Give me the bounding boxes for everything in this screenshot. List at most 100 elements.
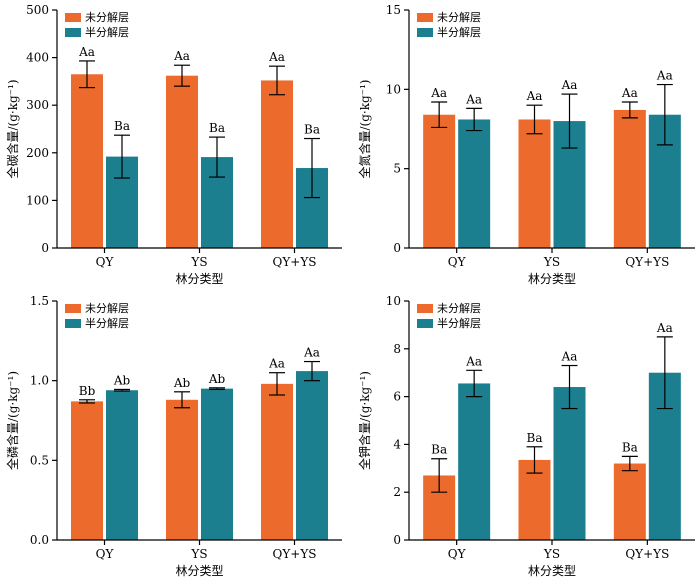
bar-undecomposed [518, 119, 551, 248]
significance-label: Bb [79, 384, 96, 398]
legend-swatch-semidecomposed [417, 319, 433, 328]
x-axis-title: 林分类型 [175, 272, 223, 286]
y-axis-title: 全钾含量/(g·kg⁻¹) [357, 371, 372, 470]
bar-semidecomposed [296, 371, 328, 540]
significance-label: Ba [527, 431, 543, 445]
x-tick-label: YS [543, 255, 560, 269]
x-tick-label: YS [543, 547, 560, 561]
bar-semidecomposed [553, 387, 586, 540]
legend-label: 未分解层 [85, 10, 129, 24]
bar-undecomposed [423, 114, 456, 248]
y-tick-label: 400 [26, 51, 49, 65]
legend-swatch-semidecomposed [65, 28, 81, 37]
bar-undecomposed [261, 383, 293, 540]
x-axis-title: 林分类型 [528, 272, 576, 286]
x-tick-label: QY [96, 547, 115, 561]
y-tick-label: 0.0 [30, 533, 49, 547]
bar-undecomposed [261, 80, 293, 248]
significance-label: Aa [526, 89, 543, 103]
y-tick-label: 500 [26, 3, 49, 17]
bar-semidecomposed [458, 383, 491, 540]
legend-label: 未分解层 [85, 301, 129, 315]
significance-label: Ba [304, 123, 320, 137]
legend-swatch-semidecomposed [417, 28, 433, 37]
significance-label: Aa [465, 92, 482, 106]
significance-label: Aa [268, 357, 285, 371]
significance-label: Aa [656, 321, 673, 335]
y-axis-title: 全碳含量/(g·kg⁻¹) [5, 79, 20, 178]
x-axis-title: 林分类型 [175, 564, 223, 578]
x-tick-label: QY+YS [273, 547, 317, 561]
legend-swatch-undecomposed [65, 304, 81, 313]
y-axis-title: 全氮含量/(g·kg⁻¹) [357, 79, 372, 178]
legend-label: 半分解层 [85, 25, 129, 39]
bar-undecomposed [613, 463, 646, 540]
legend-label: 半分解层 [437, 316, 481, 330]
bar-undecomposed [166, 75, 198, 248]
significance-label: Aa [430, 86, 447, 100]
y-tick-label: 4 [393, 437, 401, 451]
chart-panel-1: Aa Aa Aa Ba Ba Ba 0 100 200 300 400 500 QY YS QY+YS 林分类… [5, 3, 342, 286]
significance-label: Ab [173, 376, 191, 390]
x-tick-label: YS [190, 255, 207, 269]
y-tick-label: 100 [26, 193, 49, 207]
significance-label: Aa [173, 49, 190, 63]
significance-label: Ab [113, 373, 131, 387]
y-tick-label: 8 [393, 342, 401, 356]
significance-label: Ba [431, 443, 447, 457]
bar-undecomposed [166, 399, 198, 540]
significance-label: Aa [268, 50, 285, 64]
significance-label: Aa [465, 354, 482, 368]
y-tick-label: 15 [386, 3, 401, 17]
y-tick-label: 10 [386, 82, 401, 96]
legend-label: 未分解层 [437, 10, 481, 24]
x-tick-label: QY [448, 255, 467, 269]
y-tick-label: 0.5 [30, 453, 49, 467]
chart-panel-4: Ba Ba Ba Aa Aa Aa 0 2 4 6 8 10 QY YS QY+YS 林分类型 全钾含量/(g·… [357, 294, 695, 578]
legend-swatch-undecomposed [417, 304, 433, 313]
x-tick-label: QY+YS [625, 547, 669, 561]
legend-swatch-undecomposed [417, 13, 433, 22]
legend-label: 半分解层 [437, 25, 481, 39]
bar-undecomposed [71, 74, 103, 248]
y-tick-label: 200 [26, 146, 49, 160]
legend-swatch-semidecomposed [65, 319, 81, 328]
y-axis-title: 全磷含量/(g·kg⁻¹) [5, 371, 20, 470]
significance-label: Ba [622, 440, 638, 454]
x-tick-label: QY [448, 547, 467, 561]
y-tick-label: 10 [386, 294, 401, 308]
significance-label: Aa [656, 69, 673, 83]
chart-panel-2: Aa Aa Aa Aa Aa Aa 0 5 10 15 QY YS QY+YS 林分类型 全氮含量/(g·k… [357, 3, 695, 286]
significance-label: Aa [78, 45, 95, 59]
bar-undecomposed [71, 401, 103, 540]
significance-label: Aa [303, 346, 320, 360]
x-tick-label: QY+YS [625, 255, 669, 269]
x-axis-title: 林分类型 [528, 564, 576, 578]
bar-semidecomposed [106, 390, 138, 540]
y-tick-label: 1.5 [30, 294, 49, 308]
significance-label: Ab [208, 372, 226, 386]
significance-label: Ba [114, 119, 130, 133]
chart-panel-3: Bb Ab Aa Ab Ab Aa 0.0 0.5 1.0 1.5 QY YS QY+YS 林分类型 全磷含… [5, 294, 342, 578]
legend-label: 未分解层 [437, 301, 481, 315]
x-tick-label: QY+YS [273, 255, 317, 269]
y-tick-label: 6 [393, 390, 401, 404]
bar-undecomposed [613, 109, 646, 249]
y-tick-label: 1.0 [30, 374, 49, 388]
y-tick-label: 0 [41, 241, 49, 255]
y-tick-label: 5 [393, 162, 401, 176]
significance-label: Aa [561, 78, 578, 92]
x-tick-label: QY [96, 255, 115, 269]
significance-label: Ba [209, 121, 225, 135]
y-tick-label: 0 [393, 241, 401, 255]
y-tick-label: 300 [26, 98, 49, 112]
legend-label: 半分解层 [85, 316, 129, 330]
significance-label: Aa [621, 86, 638, 100]
y-tick-label: 0 [393, 533, 401, 547]
bar-semidecomposed [458, 119, 491, 248]
y-tick-label: 2 [393, 485, 401, 499]
x-tick-label: YS [190, 547, 207, 561]
legend-swatch-undecomposed [65, 13, 81, 22]
